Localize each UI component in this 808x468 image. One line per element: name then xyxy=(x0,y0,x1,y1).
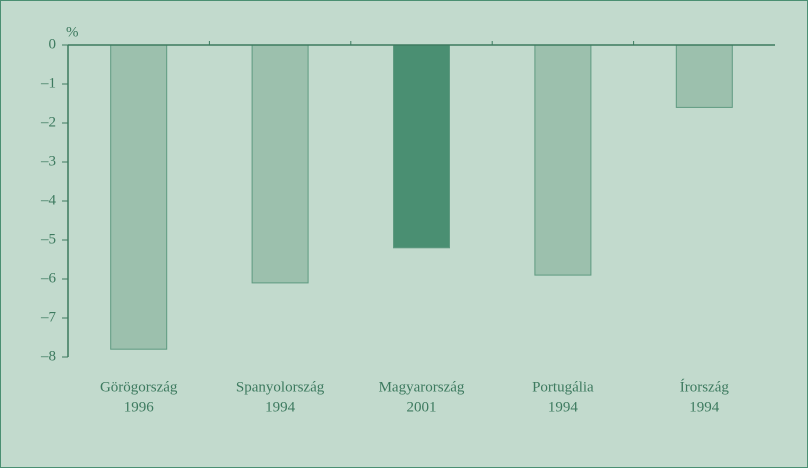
y-tick-label: –3 xyxy=(40,153,56,169)
bar xyxy=(675,44,733,108)
y-tick-label: –2 xyxy=(40,114,56,130)
x-tick-label: 1994 xyxy=(548,399,579,415)
y-axis-label: % xyxy=(66,24,79,40)
x-tick-label: Görögország xyxy=(100,379,178,395)
x-tick-label: Magyarország xyxy=(379,379,465,395)
y-tick-label: –8 xyxy=(40,348,56,364)
y-tick-label: –4 xyxy=(40,192,57,208)
x-tick-label: Portugália xyxy=(532,379,594,395)
bar xyxy=(534,44,592,276)
bar xyxy=(393,44,450,249)
y-tick-label: 0 xyxy=(49,36,57,52)
x-tick-label: 2001 xyxy=(407,399,437,415)
y-tick-label: –1 xyxy=(40,75,56,91)
bar xyxy=(251,44,309,284)
x-tick-label: Spanyolország xyxy=(236,379,325,395)
x-tick-label: 1994 xyxy=(689,399,720,415)
x-tick-label: Írország xyxy=(680,378,730,395)
x-tick-label: 1994 xyxy=(265,399,296,415)
x-tick-label: 1996 xyxy=(124,399,155,415)
bar xyxy=(110,44,168,350)
y-tick-label: –5 xyxy=(40,231,56,247)
y-tick-label: –7 xyxy=(40,309,57,325)
y-tick-label: –6 xyxy=(40,270,57,286)
